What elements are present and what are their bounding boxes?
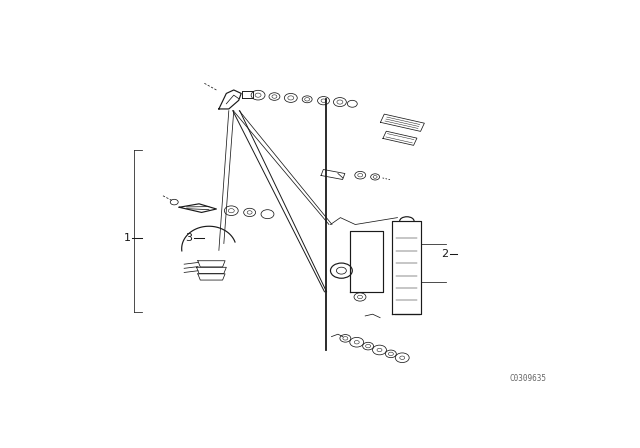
Text: C0309635: C0309635: [509, 374, 547, 383]
Text: 3: 3: [186, 233, 193, 243]
Circle shape: [330, 263, 352, 278]
Text: 1: 1: [124, 233, 131, 243]
Text: 2: 2: [441, 249, 448, 259]
